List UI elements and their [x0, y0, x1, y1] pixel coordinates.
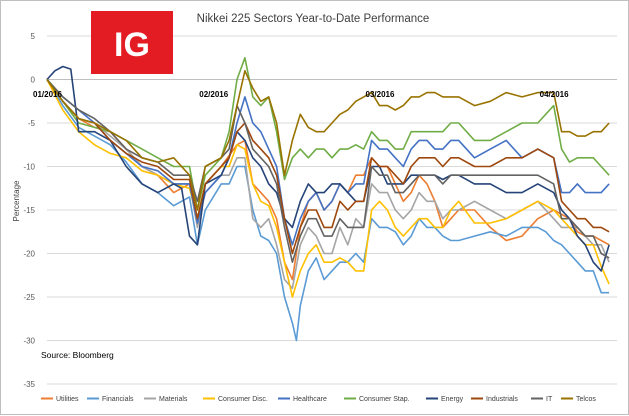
legend-label: Consumer Disc.	[218, 396, 268, 403]
series-line-utilities	[46, 79, 610, 281]
grid	[47, 35, 617, 385]
date-label: 02/2016	[199, 90, 228, 99]
series-line-materials	[46, 79, 610, 290]
legend-label: IT	[546, 396, 553, 403]
y-tick-labels: 5 0 -5 -10 -15 -20 -25 -30 -35	[23, 32, 35, 389]
ig-logo: IG	[91, 11, 173, 74]
series-line-industrials	[46, 79, 610, 255]
legend-label: Telcos	[576, 396, 596, 403]
series-line-it	[46, 78, 610, 264]
logo-text: IG	[114, 26, 150, 64]
legend-label: Materials	[159, 396, 188, 403]
y-tick-label: -25	[23, 293, 35, 302]
logo-background	[91, 11, 173, 74]
series-line-telcos	[46, 70, 610, 211]
y-tick-label: -30	[23, 337, 35, 346]
legend-label: Energy	[441, 396, 464, 403]
date-label: 04/2016	[540, 90, 569, 99]
y-tick-label: 0	[31, 76, 36, 85]
y-tick-label: -5	[28, 119, 36, 128]
y-tick-label: -35	[23, 380, 35, 389]
chart-title: Nikkei 225 Sectors Year-to-Date Performa…	[197, 13, 430, 25]
legend-label: Utilities	[56, 396, 79, 403]
series-line-financials	[46, 79, 610, 342]
y-tick-label: -20	[23, 250, 35, 259]
y-tick-label: -10	[23, 163, 35, 172]
date-label: 01/2016	[33, 90, 62, 99]
series-lines	[46, 56, 610, 342]
legend-label: Industrials	[486, 396, 518, 403]
legend: Utilities Financials Materials Consumer Dis…	[41, 396, 596, 403]
date-labels: 01/2016 02/2016 03/2016 04/2016	[33, 90, 569, 99]
series-line-consumer-stap	[46, 56, 610, 211]
series-line-energy	[46, 65, 610, 272]
y-tick-label: -15	[23, 206, 35, 215]
y-axis-label: Percentage	[12, 180, 21, 221]
date-label: 03/2016	[366, 90, 395, 99]
series-line-consumer-disc	[46, 79, 610, 298]
y-tick-label: 5	[31, 32, 36, 41]
legend-label: Consumer Stap.	[359, 396, 410, 403]
legend-label: Healthcare	[293, 396, 327, 403]
legend-label: Financials	[102, 396, 134, 403]
source-note: Source: Bloomberg	[41, 350, 114, 360]
